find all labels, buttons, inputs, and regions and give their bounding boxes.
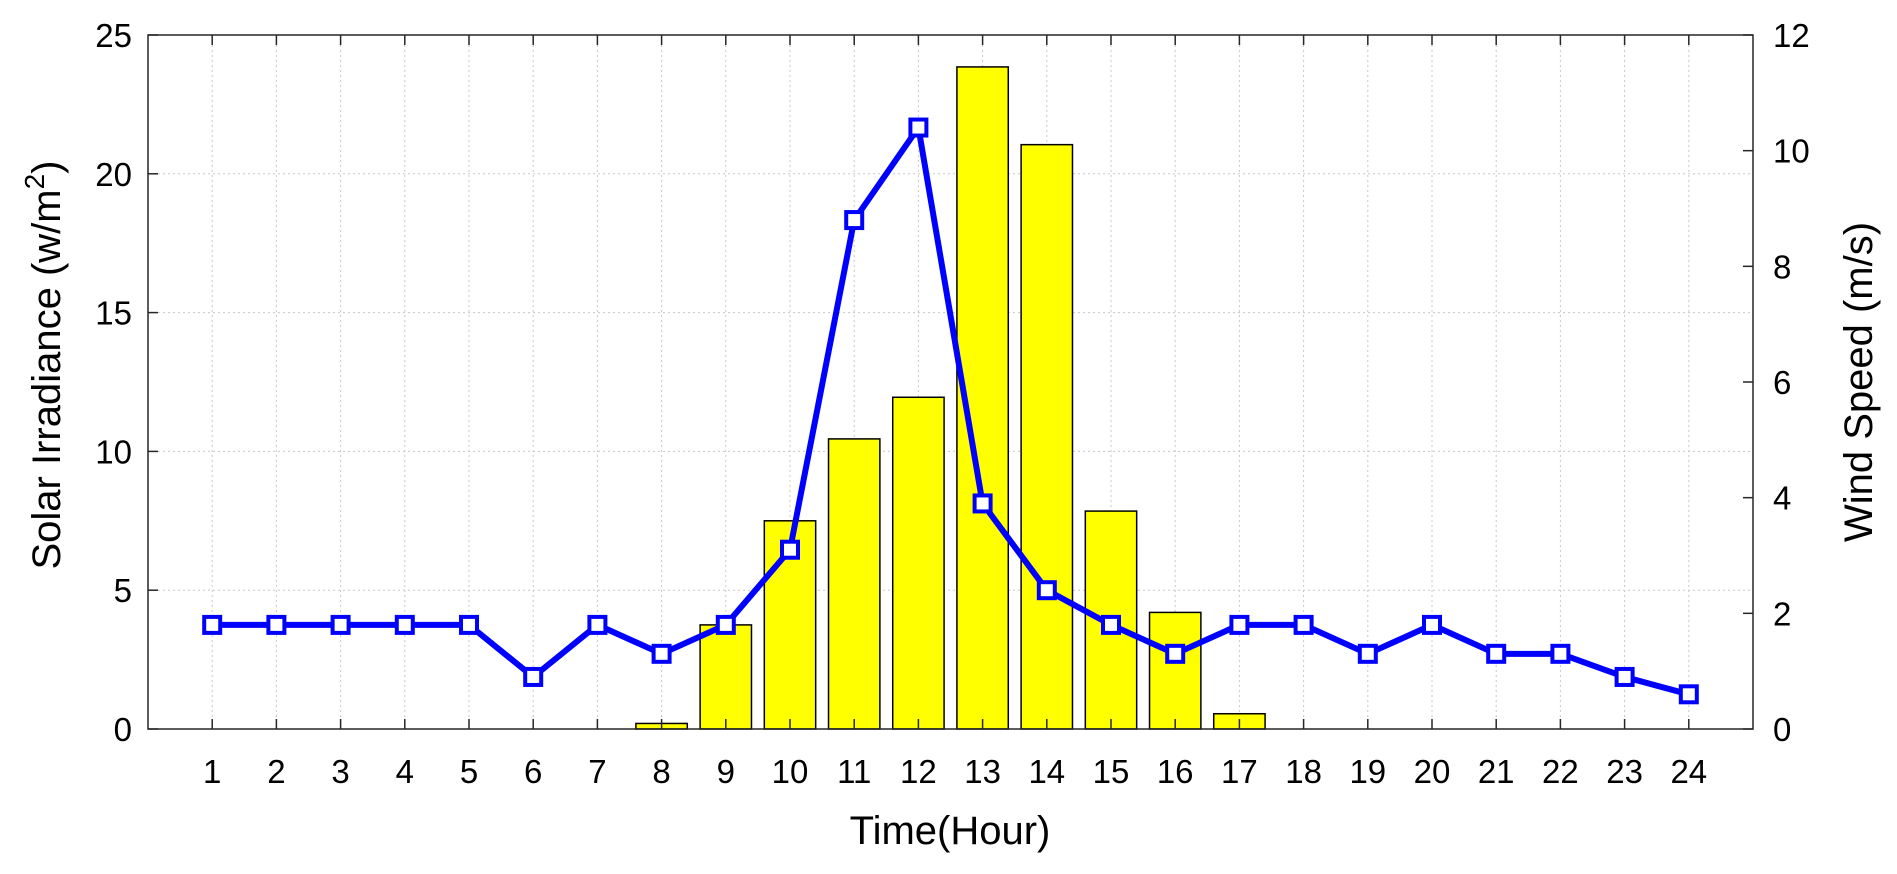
- wind-point-marker: [459, 614, 479, 635]
- left-axis-title-sup: 2: [19, 174, 50, 190]
- left-tick-label: 25: [95, 17, 132, 54]
- plot-area: [148, 35, 1753, 729]
- wind-point-marker: [715, 614, 736, 635]
- x-tick-label: 1: [203, 753, 221, 790]
- wind-point-marker: [972, 493, 993, 514]
- axes: [147, 34, 1754, 730]
- wind-point-marker: [908, 117, 929, 138]
- right-tick-label: 0: [1773, 711, 1791, 748]
- x-tick-label: 7: [588, 753, 606, 790]
- x-axis-title: Time(Hour): [850, 809, 1051, 853]
- wind-point-marker: [587, 614, 608, 635]
- wind-speed-line: [202, 117, 1699, 705]
- wind-point-marker: [651, 643, 672, 664]
- left-tick-label: 10: [95, 433, 132, 470]
- wind-point-marker: [1036, 580, 1057, 601]
- right-axis-title: Wind Speed (m/s): [1837, 222, 1881, 542]
- x-tick-label: 2: [267, 753, 285, 790]
- x-tick-label: 18: [1285, 753, 1322, 790]
- x-tick-label: 24: [1670, 753, 1707, 790]
- wind-point-marker: [844, 210, 865, 231]
- right-tick-label: 10: [1773, 133, 1810, 170]
- wind-point-marker: [1614, 666, 1635, 687]
- wind-point-marker: [780, 539, 800, 560]
- wind-point-marker: [523, 666, 544, 687]
- x-tick-label: 4: [396, 753, 414, 790]
- x-tick-label: 13: [964, 753, 1001, 790]
- x-tick-label: 22: [1542, 753, 1579, 790]
- wind-point-marker: [1678, 684, 1699, 705]
- wind-point-marker: [1486, 643, 1507, 664]
- solar-bar: [699, 624, 753, 730]
- x-tick-label: 20: [1414, 753, 1451, 790]
- solar-bar: [891, 396, 945, 730]
- wind-point-marker: [330, 614, 351, 635]
- wind-point-marker: [1101, 614, 1121, 635]
- x-tick-label: 21: [1478, 753, 1515, 790]
- left-tick-label: 20: [95, 156, 132, 193]
- left-axis-title-close: ): [25, 160, 69, 173]
- wind-point-marker: [1229, 614, 1250, 635]
- right-tick-label: 4: [1773, 480, 1791, 517]
- grid-lines: [148, 34, 1753, 730]
- solar-bar: [827, 438, 881, 730]
- left-axis-title: Solar Irradiance (w/m2): [19, 160, 69, 569]
- x-tick-label: 17: [1221, 753, 1258, 790]
- left-tick-label: 5: [114, 572, 132, 609]
- x-tick-label: 11: [837, 753, 871, 790]
- x-tick-label: 14: [1028, 753, 1065, 790]
- x-tick-label: 15: [1093, 753, 1130, 790]
- left-axis-title-main: Solar Irradiance (w/m: [25, 189, 69, 569]
- x-tick-label: 10: [772, 753, 809, 790]
- wind-point-marker: [1293, 614, 1314, 635]
- wind-line-path: [212, 124, 1690, 698]
- tick-labels: 1 2 3 4 5 6 7 8 9 10 11 12 13 14 15 16 17 18 19 20 21 22 23 240…: [95, 17, 1809, 790]
- wind-point-marker: [202, 614, 223, 635]
- left-tick-label: 15: [95, 295, 132, 332]
- x-tick-label: 9: [717, 753, 735, 790]
- wind-point-marker: [394, 614, 415, 635]
- right-tick-label: 8: [1773, 248, 1791, 285]
- solar-bar: [1020, 143, 1074, 730]
- x-tick-label: 19: [1349, 753, 1386, 790]
- x-tick-label: 5: [460, 753, 478, 790]
- x-tick-label: 6: [524, 753, 542, 790]
- wind-point-marker: [1550, 643, 1571, 664]
- x-tick-label: 12: [900, 753, 937, 790]
- wind-point-marker: [1357, 643, 1378, 664]
- wind-point-marker: [266, 614, 287, 635]
- right-tick-label: 12: [1773, 17, 1810, 54]
- x-tick-label: 8: [652, 753, 670, 790]
- left-tick-label: 0: [114, 711, 132, 748]
- x-tick-label: 3: [331, 753, 349, 790]
- wind-point-marker: [1422, 614, 1442, 635]
- right-tick-label: 6: [1773, 364, 1791, 401]
- wind-point-marker: [1165, 643, 1186, 664]
- solar-bar: [1148, 611, 1202, 730]
- x-tick-label: 23: [1606, 753, 1643, 790]
- right-tick-label: 2: [1773, 595, 1791, 632]
- x-tick-label: 16: [1157, 753, 1194, 790]
